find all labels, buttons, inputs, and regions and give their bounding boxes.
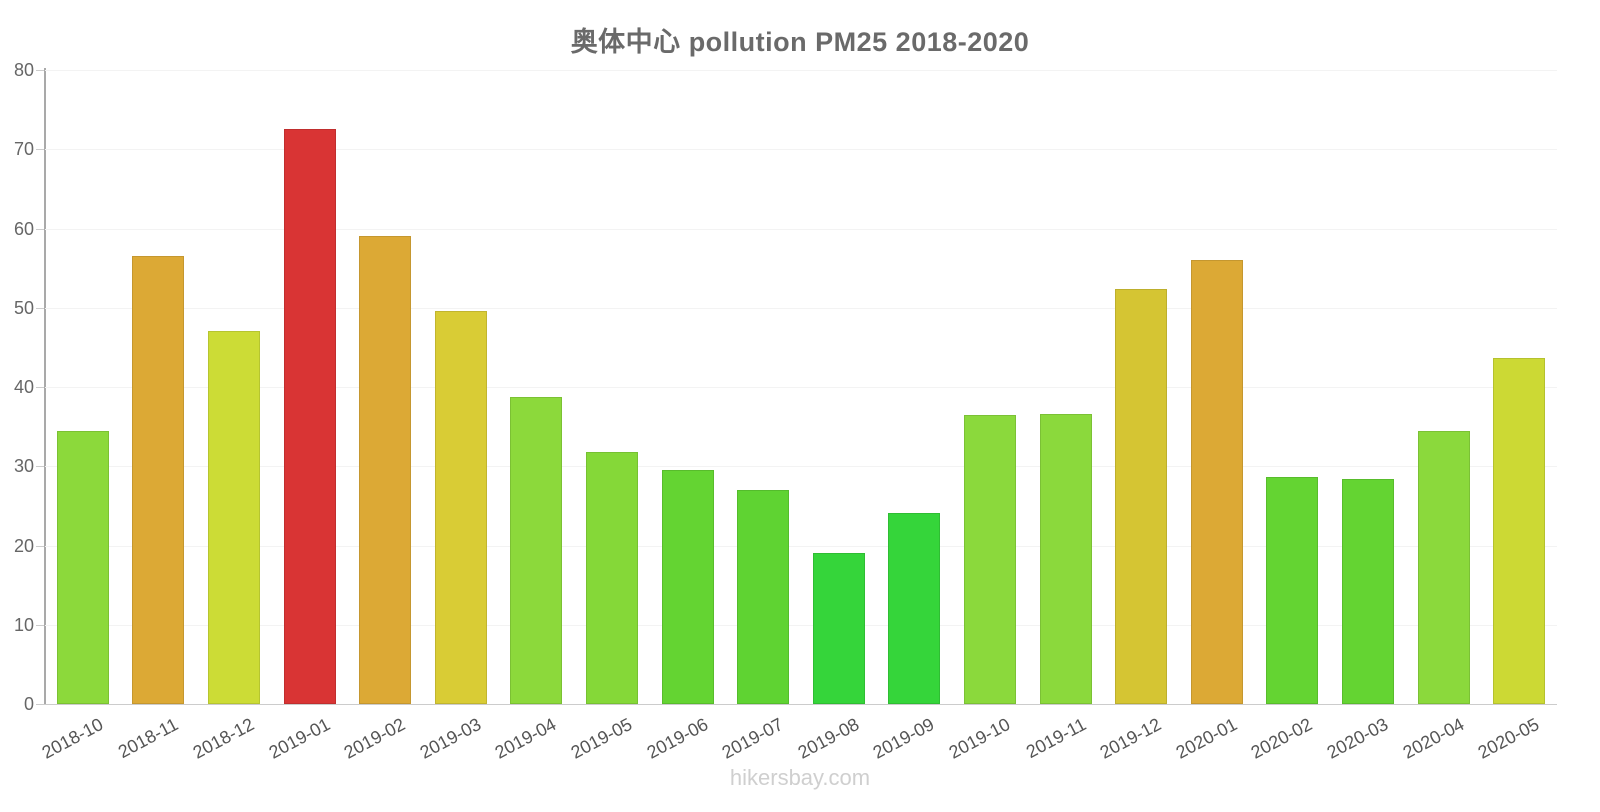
bar-2020-03[interactable]	[1342, 478, 1394, 704]
y-tick-label-10: 10	[13, 614, 34, 635]
bar-2020-01[interactable]	[1190, 260, 1243, 704]
y-tick-label-50: 50	[13, 297, 34, 318]
y-tick-label-20: 20	[13, 535, 34, 556]
bar-2020-04[interactable]	[1417, 431, 1470, 704]
gridline-60	[45, 228, 1557, 230]
bar-2019-09[interactable]	[888, 513, 941, 704]
bar-2019-10[interactable]	[964, 414, 1016, 704]
y-tick-label-60: 60	[13, 218, 34, 239]
bar-2019-05[interactable]	[586, 451, 638, 704]
bar-2019-06[interactable]	[661, 470, 714, 704]
bar-2020-02[interactable]	[1266, 476, 1319, 704]
y-tick-label-0: 0	[23, 694, 34, 714]
gridline-80	[45, 70, 1557, 71]
y-tick-30	[36, 466, 44, 468]
bar-2019-12[interactable]	[1115, 288, 1168, 704]
gridline-40	[45, 387, 1557, 388]
bar-2019-11[interactable]	[1039, 413, 1092, 704]
y-tick-label-40: 40	[13, 377, 34, 397]
y-tick-label-70: 70	[13, 139, 34, 160]
y-tick-20	[36, 545, 44, 547]
y-tick-0	[36, 704, 44, 705]
bar-2019-01[interactable]	[283, 129, 336, 704]
y-tick-70	[36, 149, 44, 151]
gridline-70	[45, 149, 1557, 151]
y-tick-60	[36, 228, 44, 230]
gridline-50	[45, 307, 1557, 309]
x-axis-line	[44, 704, 1557, 705]
bar-2019-02[interactable]	[359, 235, 412, 704]
y-axis-line	[44, 68, 46, 705]
y-tick-label-30: 30	[13, 456, 34, 477]
y-tick-label-80: 80	[13, 60, 34, 80]
bar-2018-11[interactable]	[132, 256, 185, 704]
bar-2019-07[interactable]	[737, 490, 790, 704]
y-tick-40	[36, 387, 44, 388]
y-tick-80	[36, 70, 44, 71]
y-tick-50	[36, 307, 44, 309]
gridline-20	[45, 545, 1557, 547]
y-tick-10	[36, 624, 44, 626]
bar-2019-08[interactable]	[812, 552, 865, 704]
bar-2018-10[interactable]	[56, 431, 109, 704]
gridline-10	[45, 624, 1557, 626]
bar-2020-05[interactable]	[1493, 357, 1546, 704]
watermark: hikersbay.com	[729, 765, 871, 790]
chart-title: 奥体中心 pollution PM25 2018-2020	[570, 27, 1030, 57]
bar-2018-12[interactable]	[208, 330, 260, 704]
bar-2019-04[interactable]	[510, 397, 563, 704]
gridline-30	[45, 466, 1557, 468]
bar-2019-03[interactable]	[434, 310, 487, 704]
